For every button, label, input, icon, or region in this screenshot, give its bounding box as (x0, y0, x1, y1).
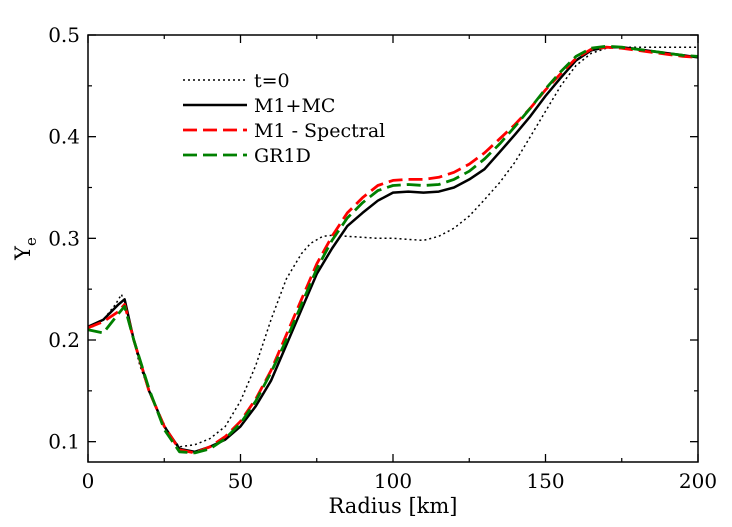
y-axis-label: Ye (11, 237, 40, 261)
series-layer (87, 44, 699, 455)
y-tick-label: 0.4 (48, 125, 80, 149)
legend: t=0 M1+MC M1 - Spectral GR1D (183, 70, 385, 167)
y-tick-label: 0.5 (48, 23, 80, 47)
x-tick-label: 200 (679, 469, 717, 493)
series-line-3 (87, 44, 699, 455)
y-axis-label-subscript: e (22, 237, 40, 246)
y-tick-label: 0.2 (48, 328, 80, 352)
x-tick-label: 0 (82, 469, 95, 493)
series-line-1 (87, 45, 699, 454)
legend-label-1: M1+MC (254, 95, 335, 117)
y-tick-label: 0.1 (48, 430, 80, 454)
x-tick-label: 150 (526, 469, 564, 493)
x-tick-label: 50 (228, 469, 253, 493)
legend-label-0: t=0 (254, 70, 290, 92)
y-axis-label-main: Y (11, 245, 35, 261)
x-tick-label: 100 (374, 469, 412, 493)
ticks-layer: 0 50 100 150 200 0.1 0.2 0.3 0.4 0.5 (48, 23, 717, 493)
y-tick-label: 0.3 (48, 226, 80, 250)
x-axis-label: Radius [km] (329, 494, 458, 518)
legend-label-2: M1 - Spectral (254, 120, 385, 142)
legend-label-3: GR1D (254, 145, 311, 167)
series-line-0 (87, 46, 698, 448)
